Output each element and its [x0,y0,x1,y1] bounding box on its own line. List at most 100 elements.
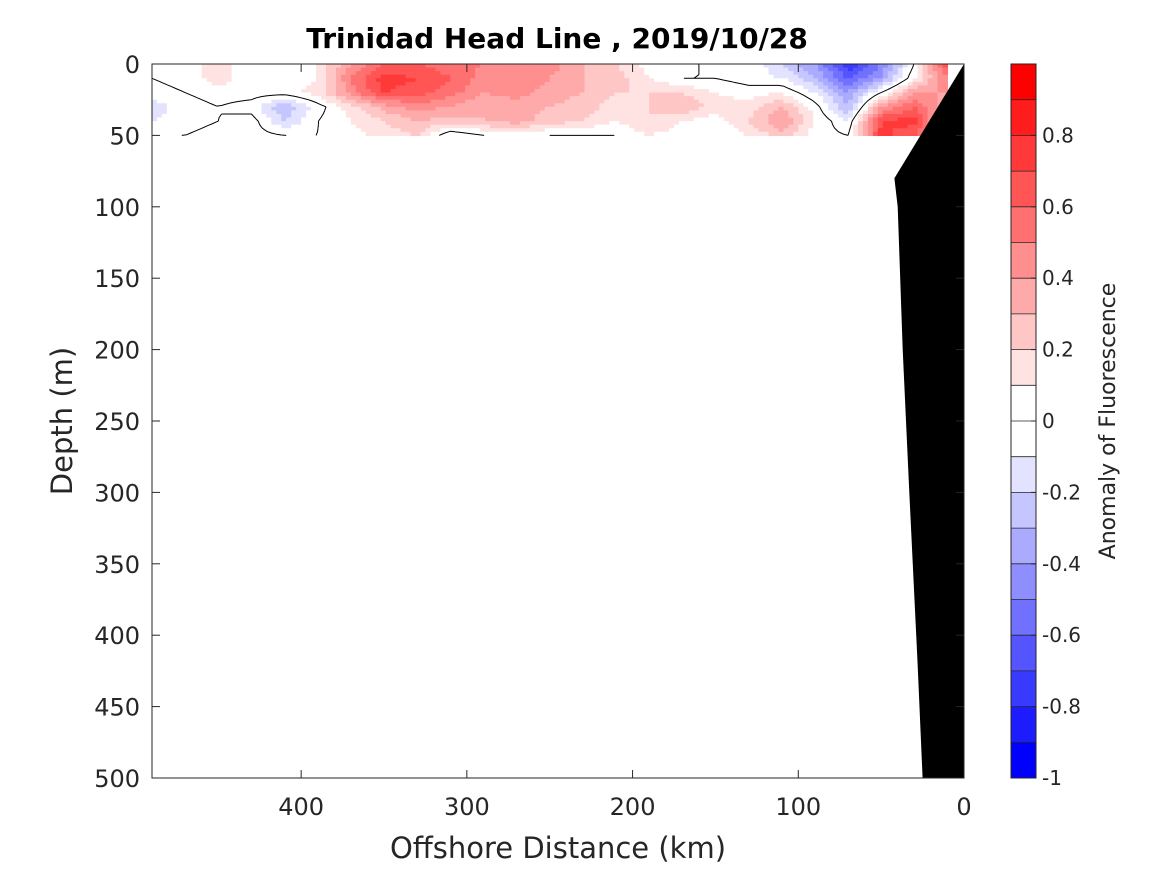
heatmap-cell [748,81,755,87]
heatmap-cell [211,78,218,83]
heatmap-cell [206,131,213,136]
heatmap-cell [340,64,347,69]
heatmap-cell [480,71,486,76]
heatmap-cell [584,113,591,119]
heatmap-cell [435,121,441,126]
colorbar-swatch [1011,492,1036,529]
heatmap-cell [808,74,814,79]
heatmap-cell [191,124,198,129]
heatmap-cell [823,74,829,79]
heatmap-cell [301,81,307,87]
heatmap-cell [206,103,213,108]
heatmap-cell [450,117,456,122]
heatmap-cell [922,78,929,83]
heatmap-cell [455,113,461,119]
heatmap-cell [569,85,576,90]
heatmap-cell [246,85,253,90]
heatmap-cell [460,96,466,101]
heatmap-cell [713,110,720,115]
heatmap-cell [688,71,695,76]
heatmap-cell [897,85,904,90]
colorbar-swatch [1011,171,1036,208]
heatmap-cell [778,113,784,119]
heatmap-cell [380,99,387,104]
heatmap-cell [838,124,844,129]
heatmap-cell [644,131,650,136]
heatmap-cell [803,106,809,112]
heatmap-cell [216,96,223,101]
heatmap-cell [833,88,839,94]
heatmap-cell [778,121,784,126]
heatmap-cell [152,124,158,129]
heatmap-cell [922,121,929,126]
heatmap-cell [321,71,327,76]
heatmap-cell [897,113,904,119]
heatmap-cell [867,92,874,97]
heatmap-cell [350,74,357,79]
heatmap-cell [490,103,496,108]
heatmap-cell [291,92,297,97]
heatmap-cell [316,131,322,136]
heatmap-cell [350,113,357,119]
heatmap-cell [509,74,516,79]
heatmap-cell [191,128,198,133]
heatmap-cell [614,78,620,83]
y-tick-label: 500 [94,765,140,793]
heatmap-cell [862,106,869,112]
heatmap-cell [161,64,168,69]
heatmap-cell [917,99,924,104]
heatmap-cell [659,124,665,129]
heatmap-cell [922,85,929,90]
heatmap-cell [500,103,506,108]
heatmap-cell [390,117,397,122]
heatmap-cell [882,113,889,119]
heatmap-cell [828,78,834,83]
heatmap-cell [912,88,919,94]
heatmap-cell [395,81,402,87]
heatmap-cell [872,67,879,72]
heatmap-cell [664,92,670,97]
heatmap-cell [882,67,889,72]
heatmap-cell [480,110,486,115]
heatmap-cell [400,92,407,97]
heatmap-cell [574,78,581,83]
heatmap-cell [862,64,869,69]
heatmap-cell [669,106,675,112]
heatmap-cell [833,78,839,83]
heatmap-cell [907,85,914,90]
heatmap-cell [316,124,322,129]
heatmap-cell [236,124,243,129]
heatmap-cell [743,128,750,133]
heatmap-cell [475,128,481,133]
heatmap-cell [330,85,337,90]
heatmap-cell [917,67,924,72]
heatmap-cell [435,81,441,87]
heatmap-cell [798,131,804,136]
heatmap-cell [902,113,909,119]
heatmap-cell [887,81,894,87]
heatmap-cell [316,103,322,108]
heatmap-cell [753,92,760,97]
heatmap-cell [335,78,342,83]
heatmap-cell [176,99,183,104]
heatmap-cell [529,88,536,94]
heatmap-cell [768,110,775,115]
heatmap-cell [788,99,794,104]
heatmap-cell [872,64,879,69]
heatmap-cell [733,92,740,97]
heatmap-cell [917,110,924,115]
heatmap-cell [226,124,233,129]
heatmap-cell [216,81,223,87]
heatmap-cell [674,99,680,104]
heatmap-cell [504,92,511,97]
heatmap-cell [887,85,894,90]
heatmap-cell [271,128,277,133]
heatmap-cell [415,96,422,101]
heatmap-cell [942,71,949,76]
heatmap-cell [912,81,919,87]
heatmap-cell [882,110,889,115]
heatmap-cell [470,124,476,129]
heatmap-cell [365,121,372,126]
heatmap-cell [793,74,799,79]
heatmap-cell [683,128,690,133]
